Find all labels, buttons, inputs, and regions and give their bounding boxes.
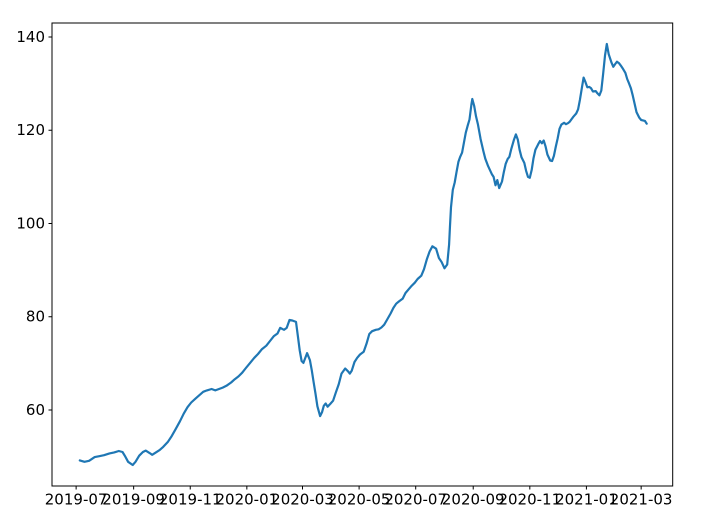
y-tick-label: 100 [16,214,45,232]
y-tick-label: 140 [16,28,45,46]
y-tick-label: 80 [26,308,45,326]
x-tick-label: 2021-01 [555,491,618,509]
data-line-price [78,42,648,467]
x-tick-label: 2020-01 [215,491,278,509]
x-tick-label: 2020-05 [328,491,391,509]
y-tick-label: 60 [26,401,45,419]
x-tick-label: 2019-11 [159,491,222,509]
y-tick-label: 120 [16,121,45,139]
x-tick-label: 2020-07 [384,491,447,509]
x-tick-label: 2020-11 [498,491,561,509]
x-tick-label: 2020-03 [271,491,334,509]
x-tick-label: 2019-09 [102,491,165,509]
x-tick-label: 2021-03 [610,491,673,509]
plot-spines [51,22,674,487]
x-tick-label: 2020-09 [442,491,505,509]
x-tick-label: 2019-07 [45,491,108,509]
